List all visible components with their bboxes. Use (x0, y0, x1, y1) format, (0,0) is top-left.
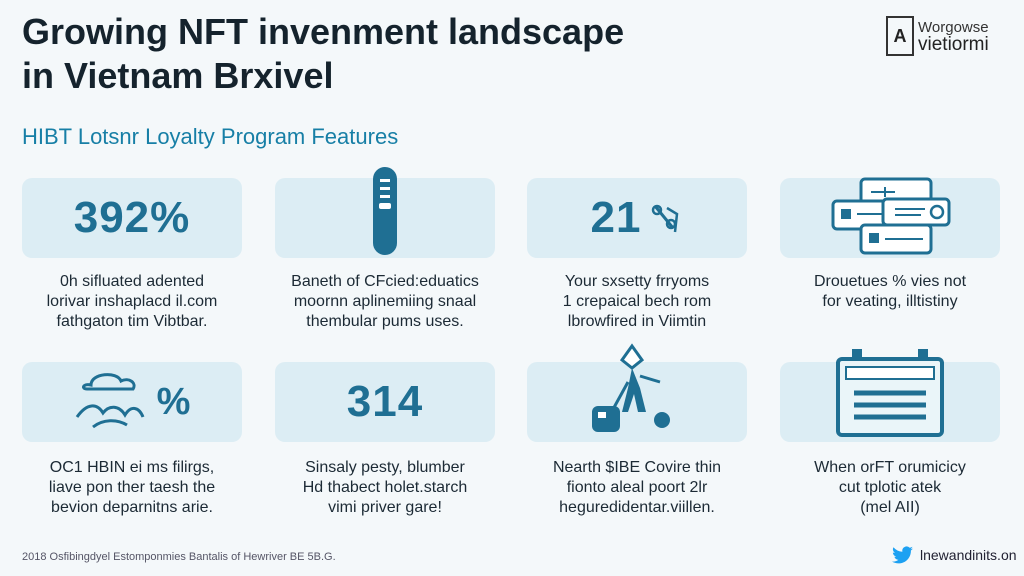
desc-line: lorivar inshaplacd il.com (46, 293, 218, 310)
twitter-bird-icon (892, 546, 914, 564)
desc-line: lbrowfired in Viimtin (567, 313, 707, 330)
feature-desc-7: Nearth $IBE Covire thin fionto aleal poo… (517, 458, 757, 518)
desc-line: Hd thabect holet.starch (302, 479, 468, 496)
feature-card-1: 392% (22, 178, 242, 258)
desc-line: moornn aplinemiing snaal (293, 293, 477, 310)
desc-line: fionto aleal poort 2lr (566, 479, 708, 496)
brand-logo: A Worgowse vietiormi (886, 14, 1006, 58)
desc-line: liave pon ther taesh the (48, 479, 216, 496)
section-subtitle: HIBT Lotsnr Loyalty Program Features (22, 124, 399, 149)
desc-line: for veating, illtistiny (822, 293, 958, 310)
title-line-1: Growing NFT invenment landscape (22, 11, 625, 52)
usb-stick-icon (370, 167, 400, 257)
feature-desc-2: Baneth of CFcied:eduatics moornn aplinem… (265, 272, 505, 332)
footer-note: 2018 Osfibingdyel Estomponmies Bantalis … (22, 551, 336, 563)
feature-card-7 (527, 343, 747, 442)
page-title: Growing NFT invenment landscape in Vietn… (22, 10, 762, 98)
feature-desc-8: When orFT orumicicy cut tplotic atek (me… (770, 458, 1010, 518)
desc-line: (mel AII) (860, 499, 920, 516)
feature-card-5: % (22, 362, 242, 442)
desc-line: 0h sifluated adented (59, 273, 205, 290)
desc-line: vimi priver gare! (328, 499, 442, 516)
brand-line-1: Worgowse (918, 19, 989, 36)
figure-broom-icon (582, 343, 692, 442)
stat-value: % (156, 380, 192, 423)
stat-value: 314 (346, 377, 424, 426)
feature-card-3: 21 (527, 178, 747, 258)
desc-line: 1 crepaical bech rom (562, 293, 712, 310)
feature-card-6: 314 (275, 362, 495, 442)
stat-value: 21 (590, 193, 642, 242)
desc-line: fathgaton tim Vibtbar. (56, 313, 208, 330)
brand-mark-icon: A (886, 16, 914, 56)
desc-line: bevion deparnitns arie. (51, 499, 213, 516)
desc-line: Your sxsetty frryoms (564, 273, 710, 290)
desc-line: cut tplotic atek (838, 479, 942, 496)
feature-desc-5: OC1 HBIN ei ms filirgs, liave pon ther t… (12, 458, 252, 518)
feature-desc-6: Sinsaly pesty, blumber Hd thabect holet.… (265, 458, 505, 518)
battery-icon (830, 349, 950, 443)
lock-percent-icon (647, 198, 683, 238)
desc-line: Nearth $IBE Covire thin (552, 459, 722, 476)
dashboard-screens-icon (825, 177, 955, 259)
cloud-mountains-icon (73, 367, 203, 437)
twitter-link[interactable]: lnewandinits.on (892, 546, 1017, 564)
stat-value: 392% (73, 193, 191, 242)
desc-line: heguredidentar.viillen. (559, 499, 715, 516)
feature-desc-4: Drouetues % vies not for veating, illtis… (770, 272, 1010, 312)
desc-line: Drouetues % vies not (813, 273, 967, 290)
desc-line: thembular pums uses. (306, 313, 464, 330)
title-line-2: in Vietnam Brxivel (22, 55, 334, 96)
desc-line: OC1 HBIN ei ms filirgs, (49, 459, 215, 476)
brand-line-2: vietiormi (918, 34, 989, 55)
desc-line: Sinsaly pesty, blumber (305, 459, 465, 476)
feature-desc-3: Your sxsetty frryoms 1 crepaical bech ro… (517, 272, 757, 332)
feature-card-4 (780, 177, 1000, 259)
desc-line: Baneth of CFcied:eduatics (291, 273, 479, 290)
feature-desc-1: 0h sifluated adented lorivar inshaplacd … (12, 272, 252, 332)
twitter-handle: lnewandinits.on (920, 547, 1017, 563)
feature-card-2 (275, 167, 495, 258)
feature-card-8 (780, 349, 1000, 443)
desc-line: When orFT orumicicy (814, 459, 966, 476)
